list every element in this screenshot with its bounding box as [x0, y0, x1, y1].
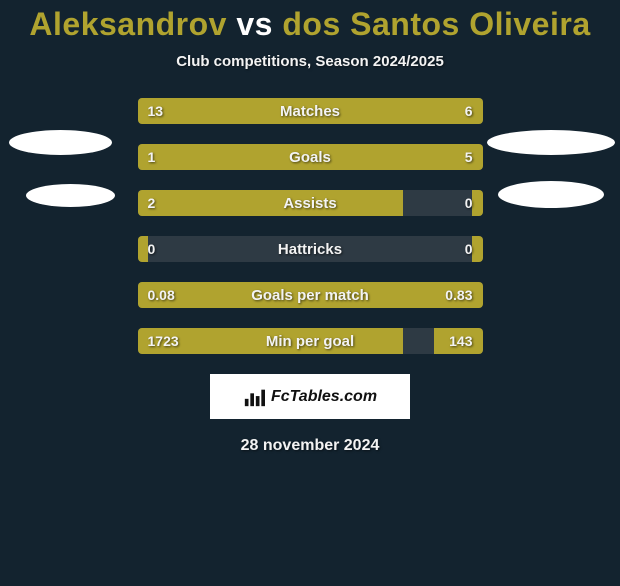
stat-label: Min per goal [138, 328, 483, 354]
stat-row: 136Matches [138, 98, 483, 124]
stat-row: 0.080.83Goals per match [138, 282, 483, 308]
stat-label: Hattricks [138, 236, 483, 262]
player2-name: dos Santos Oliveira [282, 6, 590, 42]
decor-ellipse [26, 184, 115, 207]
stat-row: 20Assists [138, 190, 483, 216]
date-text: 28 november 2024 [0, 437, 620, 455]
stat-label: Matches [138, 98, 483, 124]
stat-label: Goals [138, 144, 483, 170]
attribution-badge[interactable]: FcTables.com [210, 374, 410, 419]
vs-text: vs [236, 6, 273, 42]
chart-icon [243, 386, 265, 408]
stat-row: 15Goals [138, 144, 483, 170]
stat-row: 1723143Min per goal [138, 328, 483, 354]
decor-ellipse [487, 130, 615, 155]
decor-ellipse [498, 181, 604, 208]
stat-row: 00Hattricks [138, 236, 483, 262]
stat-label: Goals per match [138, 282, 483, 308]
player1-name: Aleksandrov [29, 6, 227, 42]
decor-ellipse [9, 130, 112, 155]
stats-container: 136Matches 15Goals 20Assists 00Hattricks 0.0… [138, 98, 483, 354]
stat-label: Assists [138, 190, 483, 216]
subtitle: Club competitions, Season 2024/2025 [0, 53, 620, 70]
comparison-title: Aleksandrov vs dos Santos Oliveira [0, 6, 620, 43]
attribution-text: FcTables.com [271, 388, 377, 406]
